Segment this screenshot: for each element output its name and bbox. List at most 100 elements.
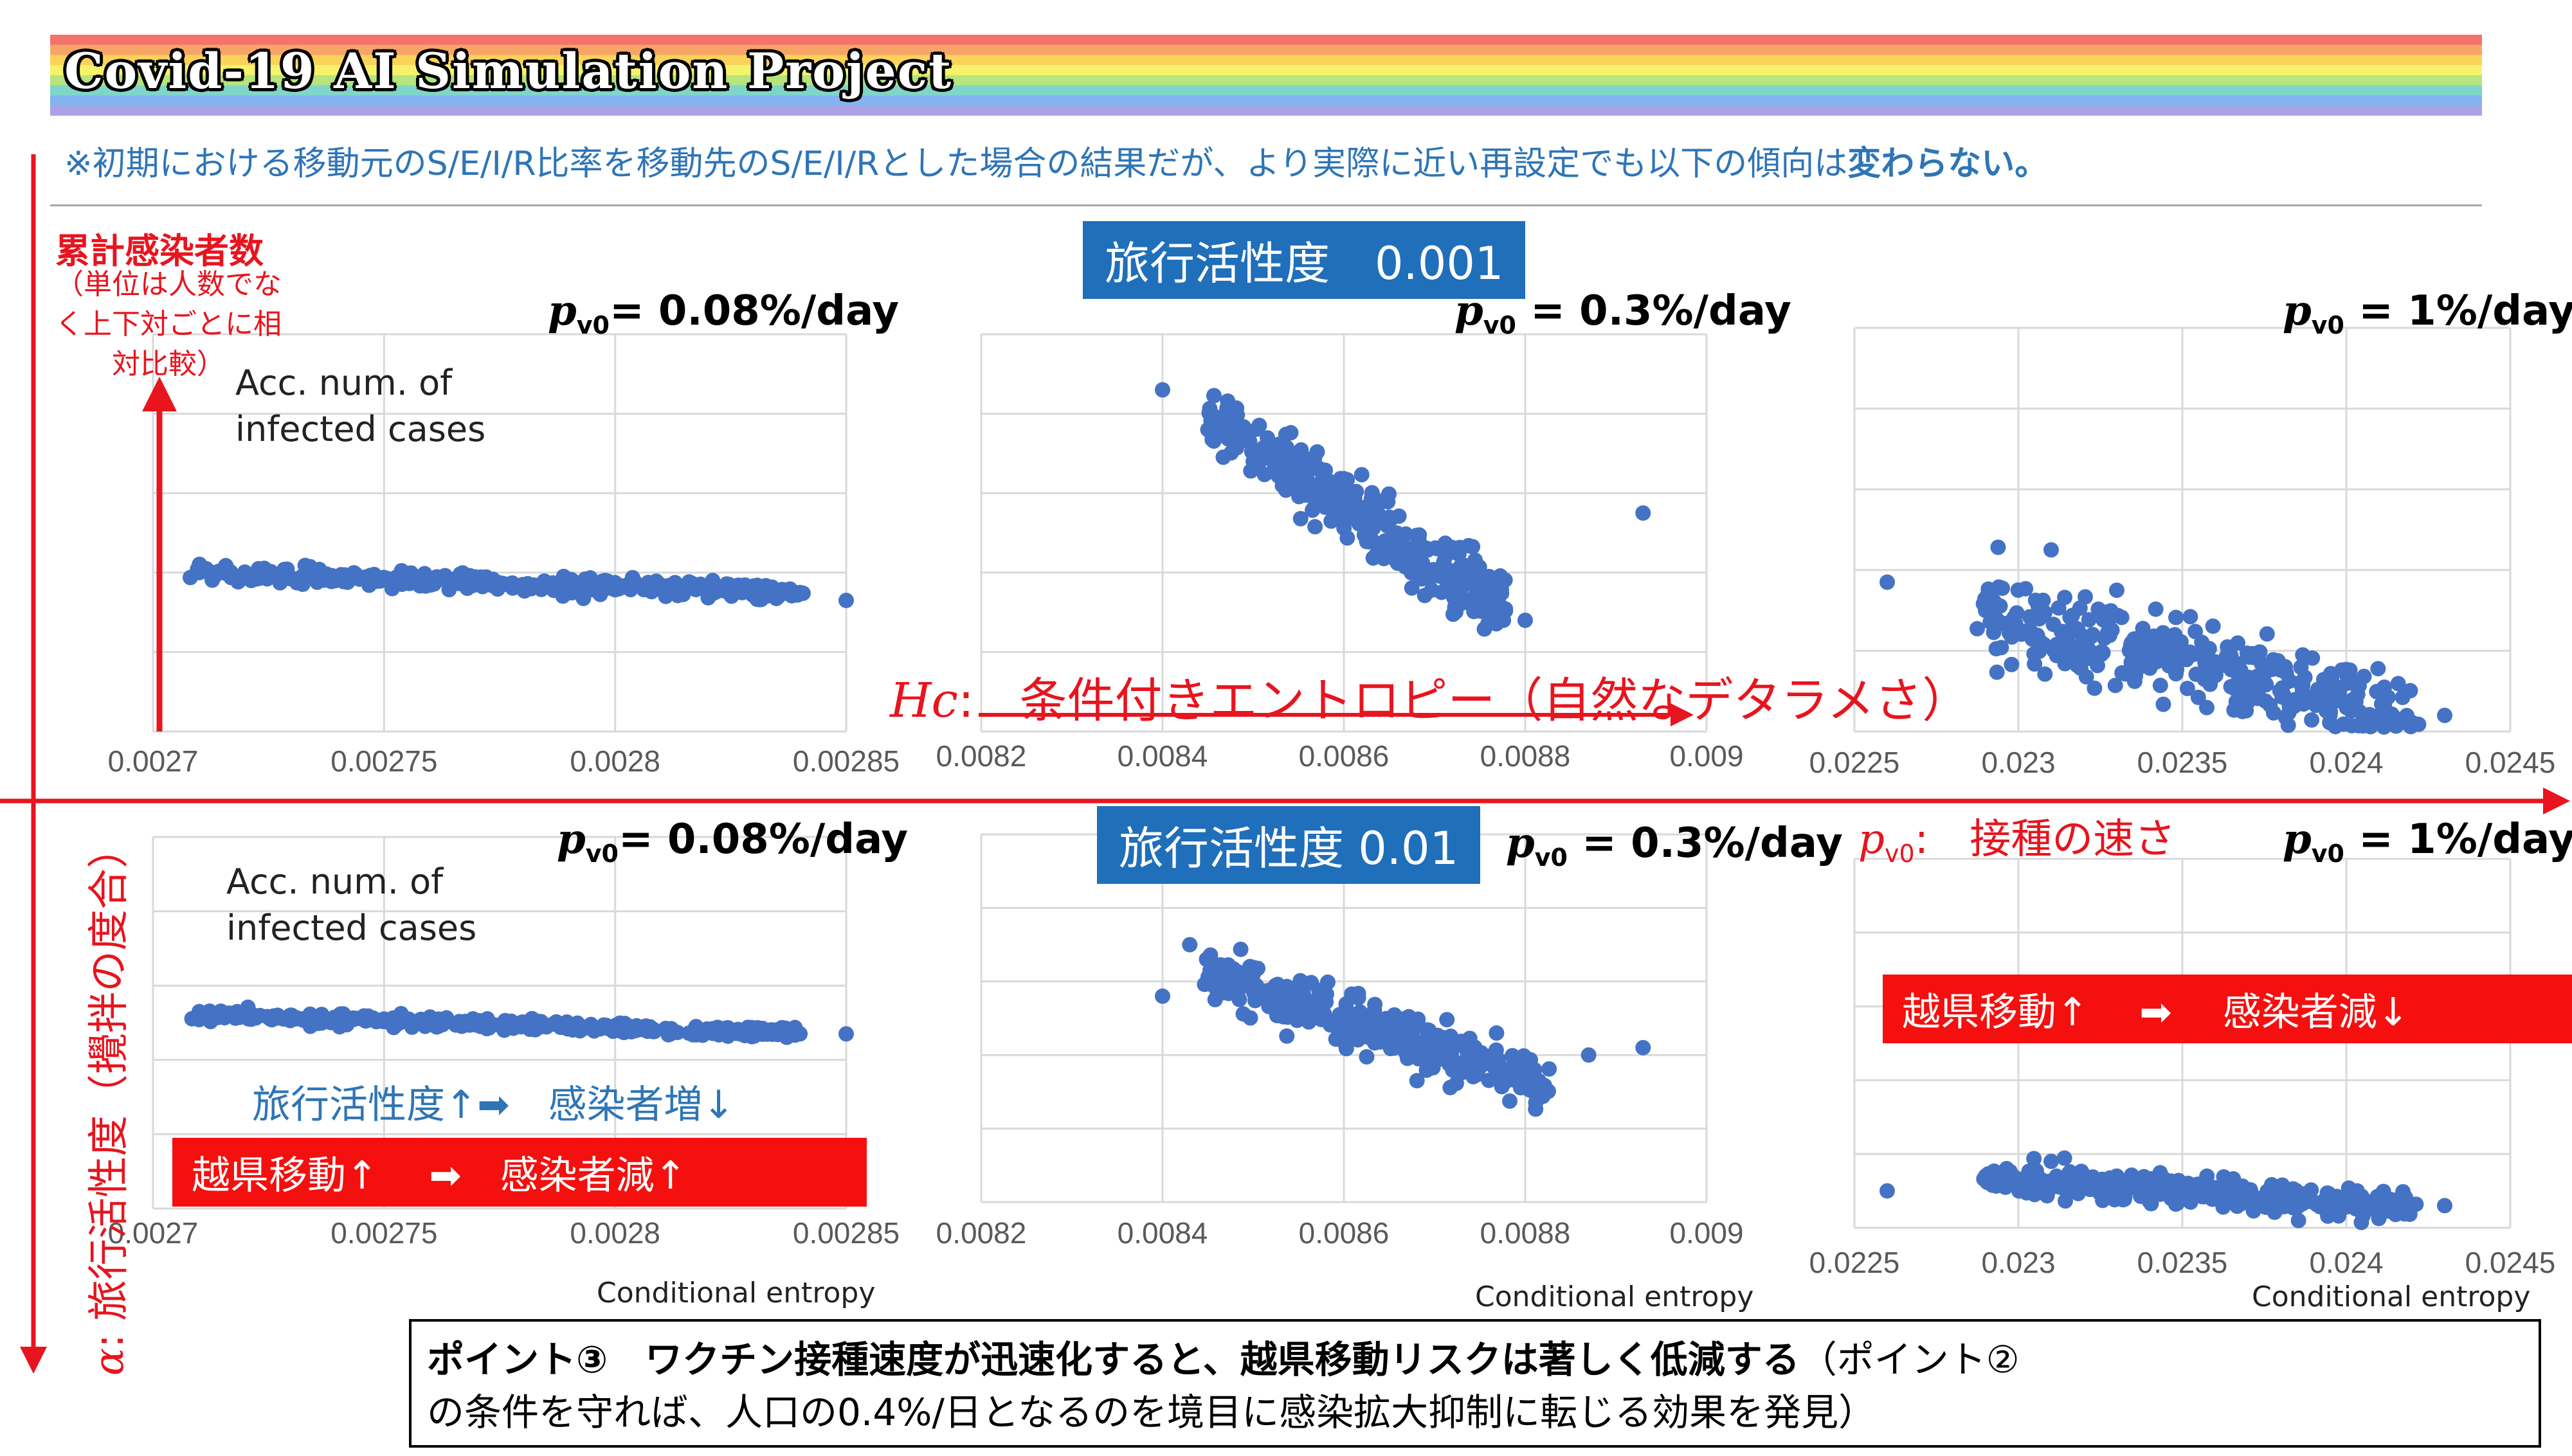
data-point [1489,1025,1505,1041]
data-point [1182,937,1198,953]
data-point [191,564,207,580]
data-point [339,1017,355,1033]
data-point [2087,680,2103,696]
data-point [2306,691,2321,707]
x-tick-label: 0.009 [1669,1216,1743,1250]
data-point [1373,1030,1390,1046]
data-point [2095,1192,2111,1209]
data-point [2071,654,2087,670]
x-tick-label: 0.0086 [1299,739,1390,773]
x-tick-label: 0.0245 [2465,1246,2556,1279]
data-point [640,575,657,591]
pv-label-bot-right: pv0 = 1%/day [2283,815,2572,868]
data-point [2228,694,2244,710]
rainbow-stripe [50,85,2482,96]
pv-label-top-left: pv0= 0.08%/day [548,287,899,339]
x-tick-label: 0.0088 [1480,1216,1571,1250]
x-tick-label: 0.0225 [1809,746,1900,779]
data-point [2269,1201,2285,1217]
data-point [1381,533,1397,549]
p-symbol: p [548,287,577,335]
data-point [1995,580,2011,597]
data-point [757,578,774,594]
header-note-emphasis: 変わらない。 [1847,145,2049,183]
pv-axis-label: pv0: 接種の速さ [1858,806,2175,868]
data-point [1465,539,1481,555]
data-point [1215,449,1231,465]
p-subscript: v0 [585,839,619,868]
data-point [2058,1193,2074,1209]
data-point [2155,696,2171,712]
data-point [1993,640,2009,656]
data-point [2377,679,2393,695]
data-point [422,573,439,589]
data-point [2060,623,2076,639]
data-point [2201,640,2217,656]
data-point [1364,507,1381,523]
data-point [2437,1198,2452,1214]
y-axis-title: 累計感染者数 [55,231,264,271]
data-point [325,1011,341,1027]
data-point [2395,689,2411,705]
data-point [580,577,596,593]
data-point [2357,712,2373,728]
x-tick-label: 0.0082 [936,739,1027,773]
hc-colon: : [957,673,974,728]
data-point [700,580,716,597]
data-point [2057,589,2073,606]
data-point [770,1025,786,1041]
data-point [462,568,478,584]
rainbow-stripe [50,95,2482,106]
data-point [1242,1010,1258,1026]
data-point [1439,1012,1455,1028]
x-tick-label: 0.0028 [570,1216,660,1250]
data-point [2107,678,2123,694]
data-point [2262,697,2278,713]
data-point [646,1021,662,1038]
data-point [2260,1183,2276,1200]
data-point [2274,1177,2290,1193]
data-point [1245,453,1261,469]
x-tick-label: 0.00275 [331,1216,437,1250]
data-point [2396,1203,2413,1219]
data-point [1473,1046,1489,1062]
rainbow-stripe [50,105,2482,116]
data-point [607,1018,623,1034]
data-point [1272,449,1288,465]
data-point [682,577,698,593]
data-point [2083,629,2099,645]
data-point [1456,593,1472,609]
data-point [211,563,227,579]
data-point [2190,689,2206,705]
data-point [2196,671,2213,687]
data-point [1879,1183,1895,1199]
data-point [1202,947,1218,963]
x-tick-label: 0.0225 [1809,1246,1900,1279]
data-point [1541,1061,1557,1077]
data-point [2022,609,2038,625]
data-point [1505,1048,1521,1064]
data-point [2411,716,2427,732]
data-point [2043,1153,2059,1169]
data-point [1368,546,1384,562]
alpha-axis-label: α: 旅行活性度（攪拌の度合） [76,827,135,1376]
data-point [284,1007,300,1023]
p-subscript: v0 [2311,839,2344,868]
data-point [1280,1009,1296,1025]
data-point [1413,561,1429,577]
x-tick-label: 0.0086 [1299,1216,1390,1250]
data-point [237,568,253,584]
data-point [1336,1011,1352,1026]
alpha-text: : 旅行活性度（攪拌の度合） [86,827,133,1348]
data-point [1336,520,1352,536]
data-point [2295,647,2311,663]
data-point [2294,674,2310,690]
data-point [1445,1054,1461,1070]
data-point [1332,1025,1348,1041]
data-point [469,1015,485,1030]
data-point [430,1018,446,1034]
data-point [1354,467,1370,483]
data-point [2037,604,2053,620]
x-tick-label: 0.023 [1981,1246,2055,1279]
data-point [2323,1190,2339,1206]
